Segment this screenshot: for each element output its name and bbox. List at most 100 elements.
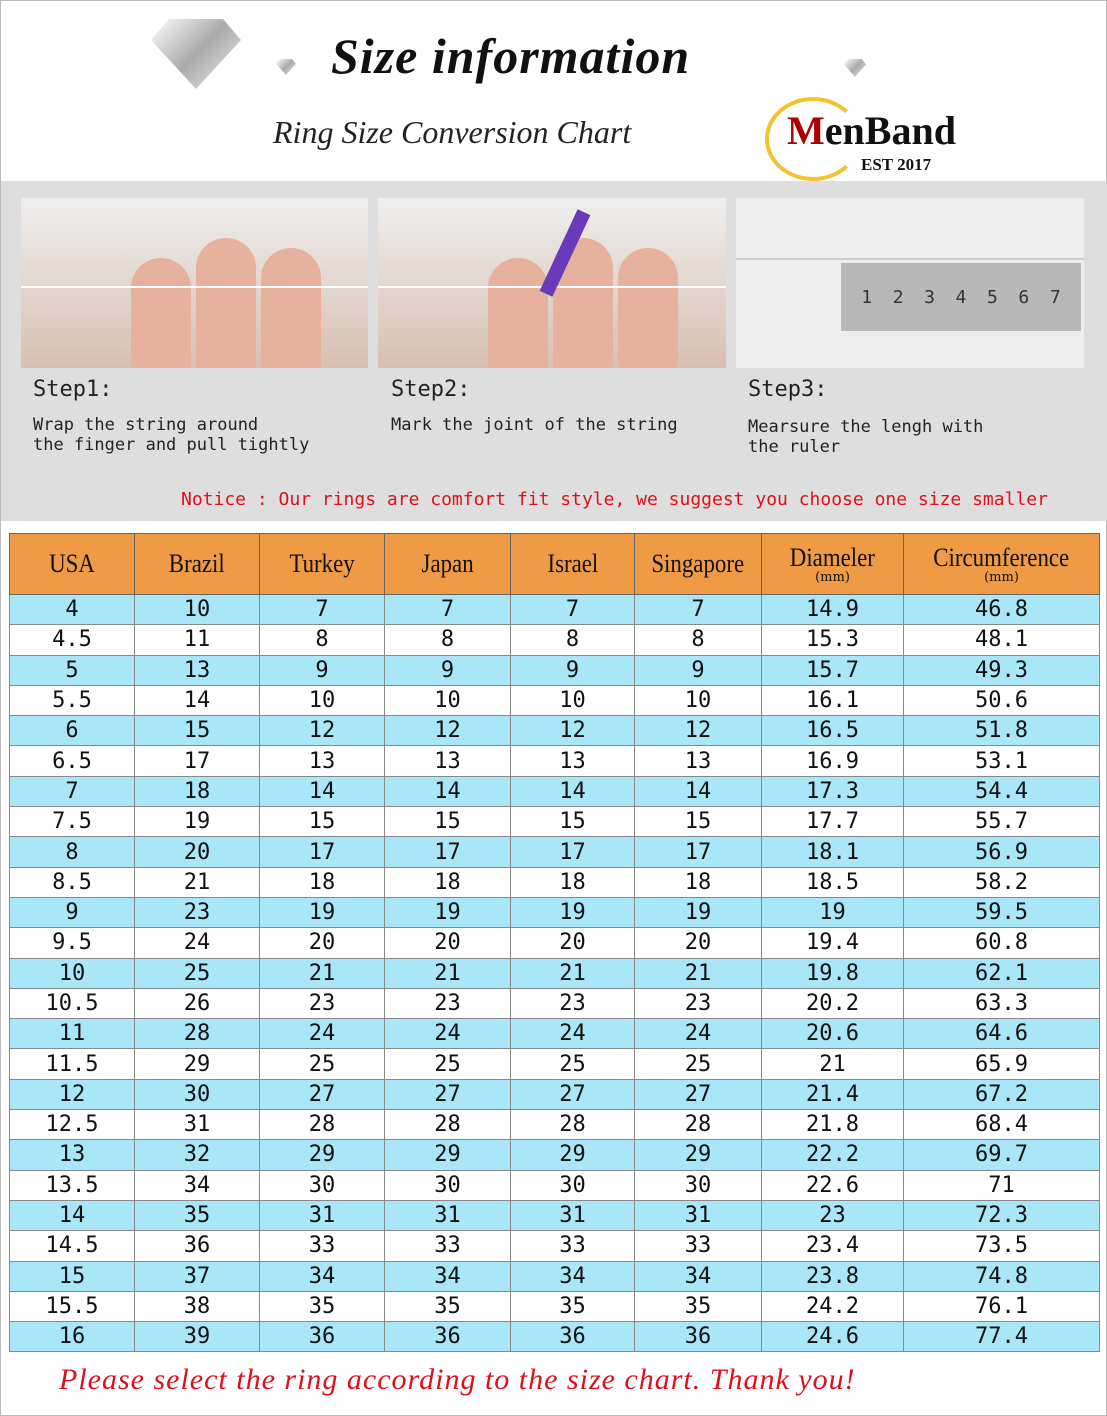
table-cell: 14 — [134, 684, 260, 717]
table-cell: 54.4 — [903, 775, 1100, 808]
table-cell: 76.1 — [903, 1290, 1100, 1323]
table-cell: 25 — [634, 1048, 762, 1080]
table-cell: 16 — [9, 1321, 135, 1353]
table-cell: 64.6 — [903, 1018, 1100, 1050]
table-cell: 50.6 — [903, 684, 1100, 717]
table-cell: 9 — [510, 654, 635, 686]
table-cell: 21 — [761, 1048, 904, 1080]
table-cell: 21.8 — [761, 1109, 904, 1141]
table-cell: 27 — [384, 1078, 511, 1111]
table-cell: 19 — [259, 896, 385, 929]
table-row: 11.5 29 25 25 25 25 21 65.9 — [9, 1048, 1100, 1080]
table-row: 10 25 21 21 21 21 19.8 62.1 — [9, 957, 1100, 989]
table-cell: 19 — [384, 896, 511, 929]
table-cell: 6 — [9, 715, 135, 747]
table-cell: 18 — [134, 775, 260, 808]
table-row: 9 23 19 19 19 19 19 59.5 — [9, 896, 1100, 929]
table-cell: 55.7 — [903, 806, 1100, 838]
table-cell: 7 — [259, 593, 385, 626]
logo-est: EST 2017 — [861, 155, 932, 174]
table-cell: 19.4 — [761, 927, 904, 959]
table-cell: 8 — [634, 624, 762, 656]
table-cell: 15 — [134, 715, 260, 747]
table-cell: 8 — [510, 624, 635, 656]
column-label: Japan — [421, 549, 474, 578]
table-cell: 35 — [634, 1290, 762, 1323]
table-cell: 30 — [384, 1169, 511, 1201]
table-cell: 20 — [384, 927, 511, 959]
table-cell: 14 — [384, 775, 511, 808]
table-row: 4 10 7 7 7 7 14.9 46.8 — [9, 593, 1100, 626]
table-cell: 28 — [510, 1109, 635, 1141]
table-cell: 6.5 — [9, 745, 135, 777]
table-cell: 8 — [9, 836, 135, 868]
table-cell: 23 — [134, 896, 260, 929]
table-cell: 9 — [9, 896, 135, 929]
table-cell: 46.8 — [903, 593, 1100, 626]
step3-label: Step3: — [748, 377, 828, 402]
table-cell: 27 — [634, 1078, 762, 1111]
table-cell: 34 — [510, 1260, 635, 1292]
footer-text: Please select the ring according to the … — [59, 1363, 856, 1396]
table-cell: 31 — [134, 1109, 260, 1141]
table-cell: 13.5 — [9, 1169, 135, 1201]
table-cell: 12.5 — [9, 1109, 135, 1141]
ruler-number: 2 — [892, 286, 904, 308]
table-cell: 62.1 — [903, 957, 1100, 989]
table-cell: 12 — [634, 715, 762, 747]
ruler-number: 1 — [861, 286, 873, 308]
table-cell: 36 — [634, 1321, 762, 1353]
table-cell: 20 — [259, 927, 385, 959]
table-cell: 24 — [634, 1018, 762, 1050]
table-cell: 8 — [384, 624, 511, 656]
table-cell: 20.6 — [761, 1018, 904, 1050]
table-cell: 13 — [634, 745, 762, 777]
column-header: Singapore — [634, 533, 762, 595]
table-cell: 21.4 — [761, 1078, 904, 1111]
table-cell: 49.3 — [903, 654, 1100, 686]
notice-text: Notice : Our rings are comfort fit style… — [181, 489, 1048, 510]
table-cell: 14 — [259, 775, 385, 808]
table-cell: 23.4 — [761, 1230, 904, 1262]
table-cell: 28 — [384, 1109, 511, 1141]
table-row: 5 13 9 9 9 9 15.7 49.3 — [9, 654, 1100, 686]
table-cell: 67.2 — [903, 1078, 1100, 1111]
table-cell: 13 — [384, 745, 511, 777]
logo-text: enBand — [824, 108, 956, 153]
table-cell: 18.5 — [761, 866, 904, 898]
table-cell: 15 — [9, 1260, 135, 1292]
table-cell: 28 — [634, 1109, 762, 1141]
table-cell: 30 — [134, 1078, 260, 1111]
column-label: Singapore — [651, 549, 745, 578]
table-cell: 8 — [259, 624, 385, 656]
table-cell: 19 — [134, 806, 260, 838]
table-row: 12 30 27 27 27 27 21.4 67.2 — [9, 1078, 1100, 1111]
table-row: 14 35 31 31 31 31 23 72.3 — [9, 1199, 1100, 1232]
table-cell: 51.8 — [903, 715, 1100, 747]
ruler-number: 5 — [986, 286, 998, 308]
page-title: Size information — [331, 28, 691, 84]
table-row: 7 18 14 14 14 14 17.3 54.4 — [9, 775, 1100, 808]
table-cell: 25 — [134, 957, 260, 989]
table-cell: 24 — [510, 1018, 635, 1050]
diamond-icon — [276, 59, 296, 75]
table-cell: 15.5 — [9, 1290, 135, 1323]
table-cell: 71 — [903, 1169, 1100, 1201]
table-cell: 36 — [510, 1321, 635, 1353]
table-cell: 7 — [634, 593, 762, 626]
column-label: Brazil — [169, 549, 225, 578]
ruler-number: 4 — [955, 286, 967, 308]
step1-photo — [21, 198, 368, 368]
table-cell: 31 — [634, 1199, 762, 1232]
step2-photo — [378, 198, 726, 368]
table-cell: 39 — [134, 1321, 260, 1353]
table-cell: 15.7 — [761, 654, 904, 686]
table-cell: 9 — [634, 654, 762, 686]
table-cell: 7.5 — [9, 806, 135, 838]
table-cell: 14 — [634, 775, 762, 808]
table-row: 11 28 24 24 24 24 20.6 64.6 — [9, 1018, 1100, 1050]
table-cell: 13 — [9, 1139, 135, 1171]
table-cell: 15 — [259, 806, 385, 838]
table-cell: 33 — [510, 1230, 635, 1262]
table-cell: 17.7 — [761, 806, 904, 838]
